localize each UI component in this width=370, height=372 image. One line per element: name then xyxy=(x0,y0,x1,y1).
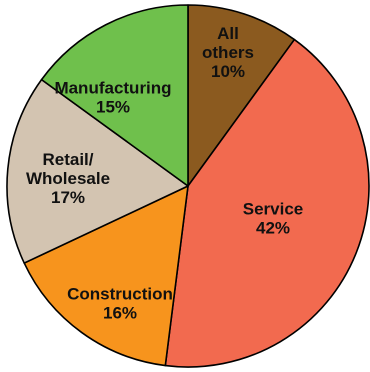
slice-category-label: Wholesale xyxy=(26,169,110,188)
slice-category-label: Construction xyxy=(67,285,173,304)
pie-slice-manufacturing xyxy=(40,4,189,187)
slice-value-label: 10% xyxy=(211,62,245,81)
slice-label-construction: Construction 16% xyxy=(67,285,173,323)
slice-category-label: All xyxy=(217,24,239,43)
slice-value-label: 15% xyxy=(96,98,130,117)
slice-category-label: Manufacturing xyxy=(54,79,171,98)
slice-category-label: others xyxy=(202,43,254,62)
slice-value-label: 16% xyxy=(103,304,137,323)
slice-value-label: 17% xyxy=(51,188,85,207)
pie-slice-construction xyxy=(23,185,189,367)
slice-value-label: 42% xyxy=(256,219,290,238)
pie-slice-retail-wholesale xyxy=(6,78,189,264)
pie-slice-service xyxy=(164,38,370,368)
slice-category-label: Retail/ xyxy=(42,150,93,169)
slice-label-manufacturing: Manufacturing 15% xyxy=(54,79,171,117)
slice-label-service: Service 42% xyxy=(243,200,304,238)
pie-slice-all-others xyxy=(187,4,296,187)
slice-category-label: Service xyxy=(243,200,304,219)
slice-label-retail-wholesale: Retail/Wholesale 17% xyxy=(26,150,110,207)
slice-label-all-others: All others 10% xyxy=(202,24,254,81)
